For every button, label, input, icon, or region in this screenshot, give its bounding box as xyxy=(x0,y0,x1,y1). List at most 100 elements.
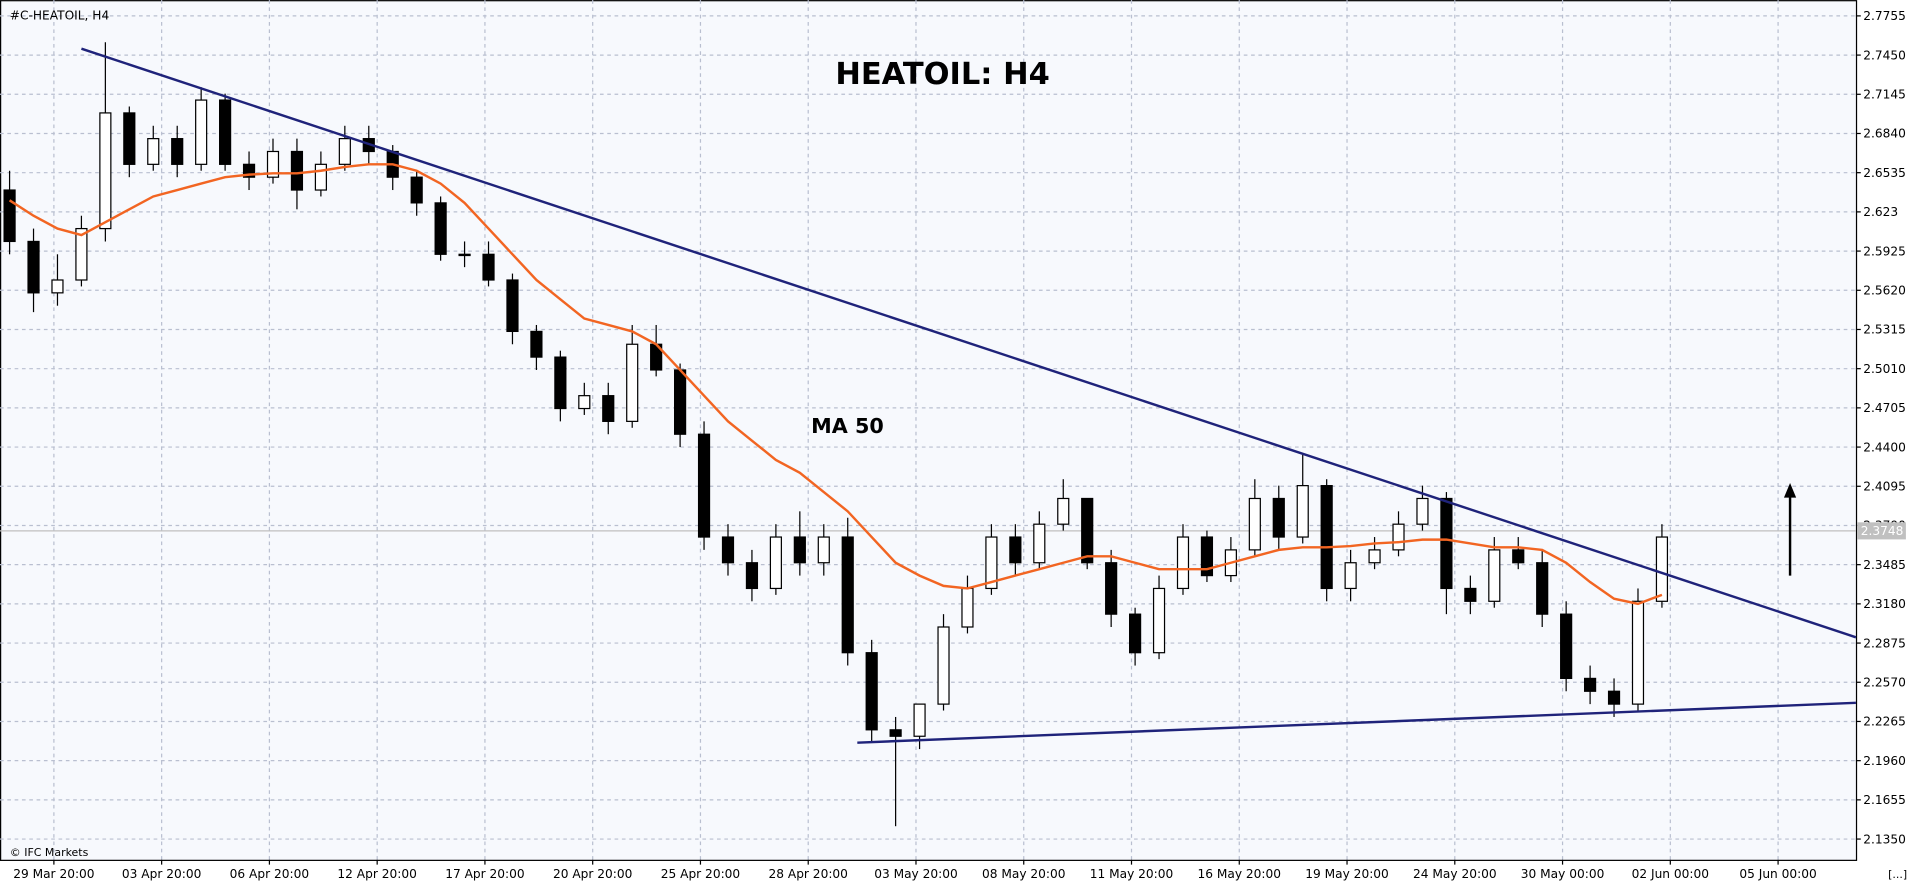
candle-body xyxy=(1560,613,1573,680)
candle-body xyxy=(1105,562,1118,615)
candle-body xyxy=(913,703,926,737)
x-tick-label: 03 Apr 20:00 xyxy=(122,867,201,881)
x-tick-label: 17 Apr 20:00 xyxy=(445,867,524,881)
candle-body xyxy=(530,330,543,358)
footer-left: © IFC Markets xyxy=(10,846,89,859)
y-tick-label: 2.6535 xyxy=(1863,166,1906,180)
x-tick-label: 19 May 20:00 xyxy=(1305,867,1389,881)
candle-body xyxy=(1368,549,1381,564)
candle-body xyxy=(171,138,184,165)
y-tick-label: 2.3485 xyxy=(1863,558,1906,572)
x-tick-label: 16 May 20:00 xyxy=(1197,867,1281,881)
candle-body xyxy=(1512,549,1525,564)
candle-body xyxy=(1392,523,1405,551)
candle-body xyxy=(1129,613,1142,654)
candle-body xyxy=(817,536,830,564)
y-tick-label: 2.5315 xyxy=(1863,323,1906,337)
candle-body xyxy=(1176,536,1190,590)
y-tick-label: 2.7755 xyxy=(1863,9,1906,23)
candle-body xyxy=(578,395,591,410)
candle-body xyxy=(482,253,495,281)
x-tick-label: 25 Apr 20:00 xyxy=(661,867,740,881)
x-tick-label: 28 Apr 20:00 xyxy=(768,867,847,881)
candle-body xyxy=(1057,497,1070,525)
candle-body xyxy=(314,163,327,191)
candle-body xyxy=(1440,497,1453,590)
candle-body xyxy=(1200,536,1214,577)
candle-body xyxy=(697,433,711,538)
candle-body xyxy=(1536,562,1549,615)
candle-body xyxy=(985,536,998,590)
candle-body xyxy=(865,652,878,731)
candle-body xyxy=(841,536,854,654)
y-tick-label: 2.2265 xyxy=(1863,715,1906,729)
candle-body xyxy=(410,176,423,204)
candle-body xyxy=(75,227,88,281)
x-tick-label: 30 May 00:00 xyxy=(1521,867,1605,881)
arrow-head xyxy=(1783,482,1797,498)
candle-body xyxy=(242,163,256,178)
x-tick-label: 05 Jun 00:00 xyxy=(1739,867,1816,881)
candle-body xyxy=(1655,536,1669,602)
candle-body xyxy=(1296,485,1309,538)
candle-body xyxy=(554,356,567,410)
candle-body xyxy=(1033,523,1046,564)
x-tick-label: 11 May 20:00 xyxy=(1090,867,1174,881)
y-tick-label: 2.1655 xyxy=(1863,793,1906,807)
candle-body xyxy=(458,253,471,257)
candle-body xyxy=(889,729,902,737)
y-tick-label: 2.623 xyxy=(1863,205,1898,219)
candle-body xyxy=(1416,497,1429,525)
symbol-label: #C-HEATOIL, H4 xyxy=(10,9,110,23)
candle-body xyxy=(1272,497,1285,538)
candle-body xyxy=(721,536,735,564)
y-tick-label: 2.1960 xyxy=(1863,754,1906,768)
plot-area xyxy=(0,0,1858,861)
y-tick-label: 2.2570 xyxy=(1863,676,1906,690)
y-tick-label: 2.3180 xyxy=(1863,597,1906,611)
candle-body xyxy=(3,189,16,243)
x-tick-label: 08 May 20:00 xyxy=(982,867,1066,881)
y-tick-label: 2.4095 xyxy=(1863,480,1906,494)
candle-body xyxy=(195,99,208,165)
candle-body xyxy=(1607,690,1621,705)
y-tick-label: 2.5620 xyxy=(1863,284,1906,298)
current-price-box xyxy=(1857,522,1906,540)
candle-body xyxy=(219,99,232,165)
current-price-label: 2.3748 xyxy=(1861,524,1904,538)
candle-body xyxy=(266,150,280,178)
x-tick-label: 12 Apr 20:00 xyxy=(337,867,416,881)
candle-body xyxy=(1081,497,1094,564)
candle-body xyxy=(626,343,639,422)
candle-body xyxy=(1344,562,1357,590)
ma-line xyxy=(8,163,1663,606)
candle-body xyxy=(745,562,759,590)
x-tick-label: 20 Apr 20:00 xyxy=(553,867,632,881)
trendline xyxy=(857,701,1856,744)
y-tick-label: 2.5010 xyxy=(1863,362,1906,376)
x-tick-label: 29 Mar 20:00 xyxy=(13,867,94,881)
trendline xyxy=(81,47,1857,639)
y-tick-label: 2.2875 xyxy=(1863,636,1906,650)
marks xyxy=(0,42,1857,827)
candle-body xyxy=(602,395,615,422)
candle-body xyxy=(506,279,519,333)
y-tick-label: 2.4400 xyxy=(1863,440,1906,454)
y-tick-label: 2.4705 xyxy=(1863,401,1906,415)
candle-body xyxy=(1583,677,1597,692)
y-tick-label: 2.5925 xyxy=(1863,244,1906,258)
candle-body xyxy=(1320,485,1333,590)
candle-body xyxy=(1248,497,1261,551)
footer-right: [...] xyxy=(1888,868,1907,881)
x-tick-label: 03 May 20:00 xyxy=(874,867,958,881)
candle-body xyxy=(1464,587,1477,602)
candle-body xyxy=(937,626,950,705)
chart-title: HEATOIL: H4 xyxy=(835,57,1049,92)
x-tick-label: 24 May 20:00 xyxy=(1413,867,1497,881)
candle-body xyxy=(290,150,304,191)
candle-body xyxy=(674,369,687,435)
candle-body xyxy=(338,138,351,165)
candle-body xyxy=(147,138,160,165)
candle-body xyxy=(27,240,40,294)
